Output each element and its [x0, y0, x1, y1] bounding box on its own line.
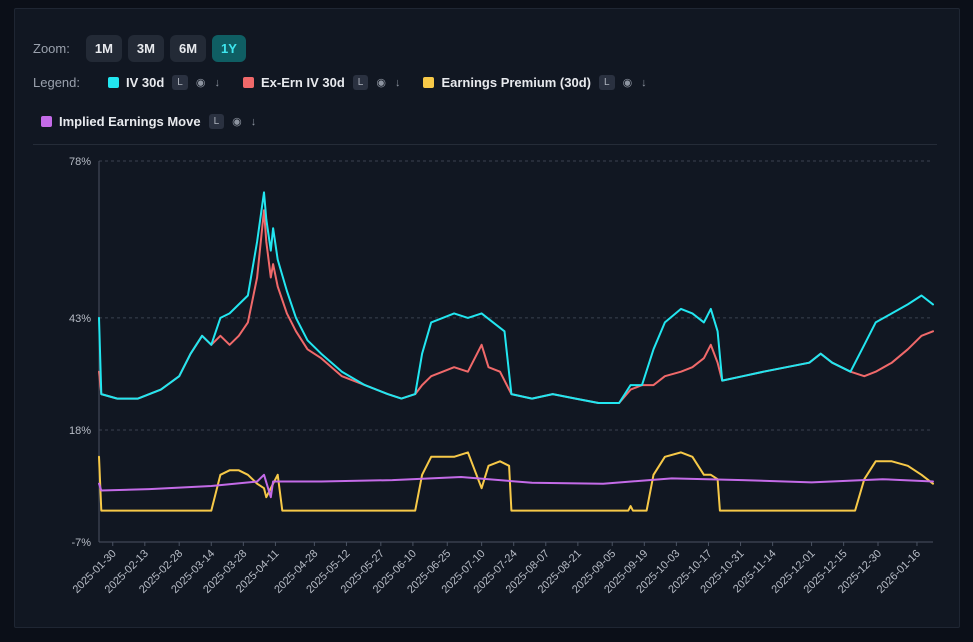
earnings-premium-line[interactable]: [98, 451, 934, 512]
legend-item-ex-ern-iv30d[interactable]: Ex-Ern IV 30d L ◉ ↓: [242, 75, 409, 90]
line-chart: 78%43%18%-7% 2025-01-302025-02-132025-02…: [69, 156, 934, 596]
ex-ern-iv30d-line[interactable]: [98, 209, 934, 404]
log-scale-toggle[interactable]: L: [352, 75, 369, 90]
legend-row-1: Legend: IV 30d L ◉ ↓ Ex-Ern IV 30d L ◉ ↓…: [33, 75, 670, 90]
arrow-down-icon[interactable]: ↓: [394, 76, 401, 89]
iv30d-line[interactable]: [98, 191, 934, 404]
log-scale-toggle[interactable]: L: [172, 75, 188, 90]
zoom-1m-button[interactable]: 1M: [85, 35, 122, 62]
eye-icon[interactable]: ◉: [195, 77, 206, 89]
legend-divider: [33, 144, 937, 145]
y-tick-label: 43%: [69, 313, 91, 325]
zoom-controls: Zoom: 1M 3M 6M 1Y: [33, 35, 246, 62]
eye-icon[interactable]: ◉: [622, 77, 633, 89]
legend-swatch: [242, 77, 254, 88]
eye-icon[interactable]: ◉: [376, 77, 386, 89]
implied-move-line[interactable]: [98, 473, 934, 499]
y-tick-label: 18%: [69, 425, 91, 437]
y-tick-label: 78%: [69, 156, 91, 168]
legend-swatch: [423, 77, 435, 88]
log-scale-toggle[interactable]: L: [599, 75, 615, 90]
log-scale-toggle[interactable]: L: [208, 114, 225, 129]
y-tick-label: -7%: [71, 537, 91, 549]
arrow-down-icon[interactable]: ↓: [214, 76, 220, 89]
zoom-6m-button[interactable]: 6M: [169, 35, 207, 62]
arrow-down-icon[interactable]: ↓: [250, 115, 257, 128]
chart-panel: Zoom: 1M 3M 6M 1Y Legend: IV 30d L ◉ ↓ E…: [14, 8, 960, 628]
legend-item-earnings-premium[interactable]: Earnings Premium (30d) L ◉ ↓: [423, 75, 655, 90]
legend-row-2: Implied Earnings Move L ◉ ↓: [41, 114, 279, 129]
legend-name: Ex-Ern IV 30d: [260, 75, 345, 90]
legend-name: Earnings Premium (30d): [441, 75, 591, 90]
legend-item-implied-move[interactable]: Implied Earnings Move L ◉ ↓: [41, 114, 265, 129]
zoom-1y-button[interactable]: 1Y: [212, 35, 246, 62]
eye-icon[interactable]: ◉: [232, 116, 242, 128]
legend-label: Legend:: [33, 75, 80, 90]
legend-name: IV 30d: [126, 75, 165, 90]
legend-swatch: [108, 77, 119, 88]
zoom-3m-button[interactable]: 3M: [127, 35, 164, 62]
legend-item-iv30d[interactable]: IV 30d L ◉ ↓: [108, 75, 229, 90]
zoom-label: Zoom:: [33, 41, 70, 56]
legend-swatch: [41, 116, 52, 127]
legend-name: Implied Earnings Move: [59, 114, 201, 129]
arrow-down-icon[interactable]: ↓: [641, 76, 647, 89]
